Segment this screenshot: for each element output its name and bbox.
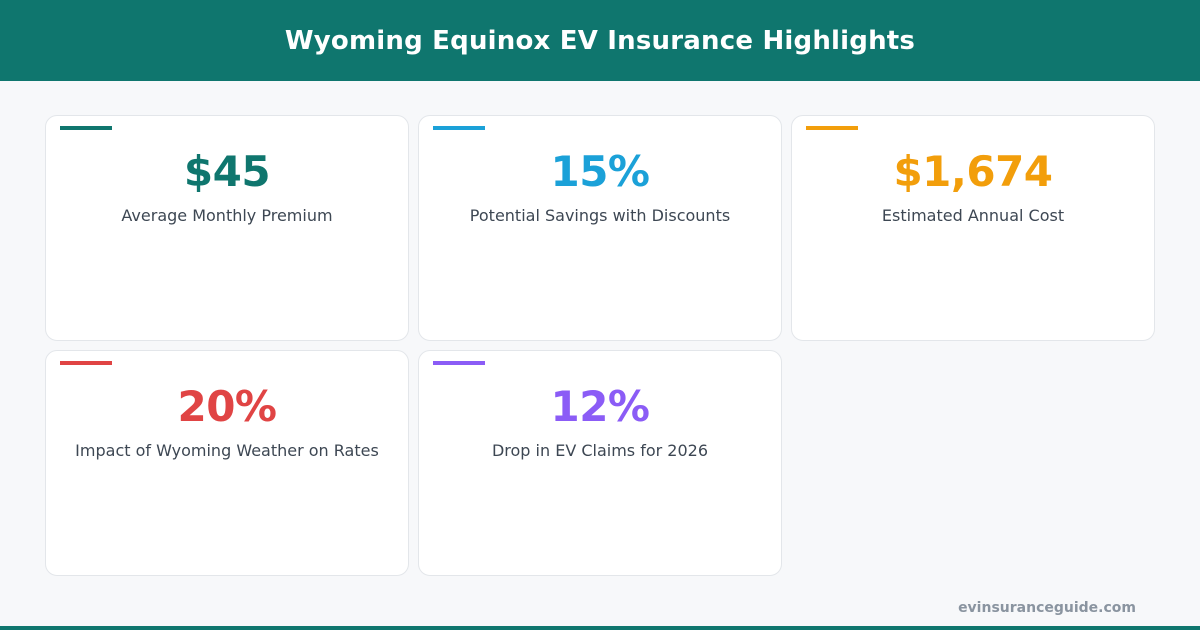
stat-label: Potential Savings with Discounts — [469, 206, 731, 225]
stat-card-average-monthly-premium: $45 Average Monthly Premium — [45, 115, 409, 341]
card-accent-bar — [60, 361, 112, 365]
stat-label: Drop in EV Claims for 2026 — [491, 441, 709, 460]
stat-value: $45 — [183, 147, 271, 196]
stat-value: 12% — [550, 382, 650, 431]
stat-card-weather-impact: 20% Impact of Wyoming Weather on Rates — [45, 350, 409, 576]
stat-card-potential-savings: 15% Potential Savings with Discounts — [418, 115, 782, 341]
stat-label: Estimated Annual Cost — [881, 206, 1065, 225]
stat-value: $1,674 — [893, 147, 1053, 196]
bottom-accent-bar — [0, 626, 1200, 630]
stat-card-ev-claims-drop: 12% Drop in EV Claims for 2026 — [418, 350, 782, 576]
site-url: evinsuranceguide.com — [958, 600, 1136, 616]
stat-label: Impact of Wyoming Weather on Rates — [75, 441, 379, 460]
card-accent-bar — [806, 126, 858, 130]
stat-value: 15% — [550, 147, 650, 196]
stat-card-estimated-annual-cost: $1,674 Estimated Annual Cost — [791, 115, 1155, 341]
card-accent-bar — [433, 126, 485, 130]
page-title: Wyoming Equinox EV Insurance Highlights — [284, 25, 916, 56]
stat-value: 20% — [177, 382, 277, 431]
card-accent-bar — [60, 126, 112, 130]
stat-label: Average Monthly Premium — [121, 206, 333, 225]
card-accent-bar — [433, 361, 485, 365]
header-banner: Wyoming Equinox EV Insurance Highlights — [0, 0, 1200, 81]
